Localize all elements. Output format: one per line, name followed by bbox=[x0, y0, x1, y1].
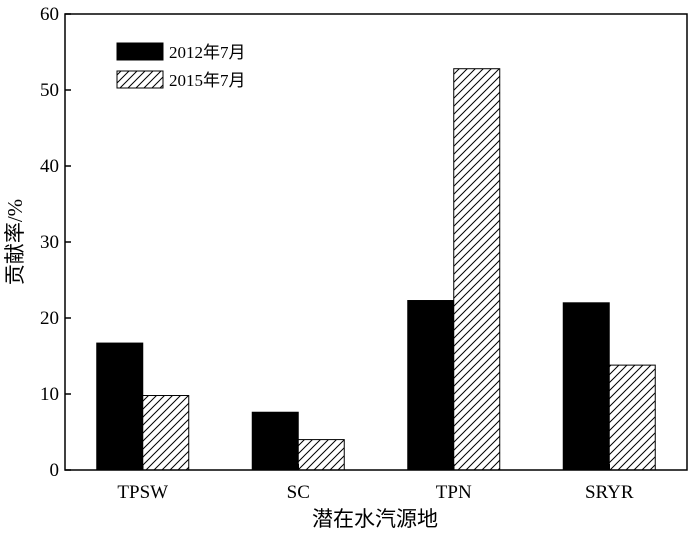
legend: 2012年7月 2015年7月 bbox=[116, 42, 246, 90]
y-tick-label: 10 bbox=[40, 384, 59, 405]
legend-label-2: 2015年7月 bbox=[169, 71, 246, 90]
x-tick-label: TPSW bbox=[117, 482, 168, 503]
x-tick-label: SC bbox=[287, 482, 310, 503]
y-tick-label: 60 bbox=[40, 4, 59, 25]
x-tick-label: SRYR bbox=[585, 482, 634, 503]
y-tick-label: 20 bbox=[40, 308, 59, 329]
bar-sc-series-1 bbox=[251, 411, 299, 471]
y-tick-label: 40 bbox=[40, 156, 59, 177]
bar-tpsw-series-1 bbox=[96, 342, 144, 471]
y-axis-label: 贡献率/% bbox=[3, 199, 27, 285]
bar-tpsw-series-2 bbox=[142, 395, 190, 471]
legend-label-1: 2012年7月 bbox=[169, 43, 246, 62]
bar-sryr-series-1 bbox=[562, 302, 610, 471]
bar-sc-series-2 bbox=[297, 439, 345, 471]
axes: TPSW SC TPN SRYR 0 10 20 30 40 50 60 bbox=[40, 4, 688, 503]
legend-swatch-1 bbox=[116, 42, 164, 61]
plot-area bbox=[96, 68, 656, 471]
bar-sryr-series-2 bbox=[608, 364, 656, 471]
bar-tpn-series-1 bbox=[407, 300, 455, 471]
legend-swatch-2 bbox=[116, 70, 164, 89]
x-tick-label: TPN bbox=[436, 482, 472, 503]
x-axis-label: 潜在水汽源地 bbox=[312, 507, 438, 531]
bar-tpn-series-2 bbox=[453, 68, 501, 471]
y-tick-label: 0 bbox=[50, 460, 60, 481]
y-tick-label: 30 bbox=[40, 232, 59, 253]
y-tick-label: 50 bbox=[40, 80, 59, 101]
